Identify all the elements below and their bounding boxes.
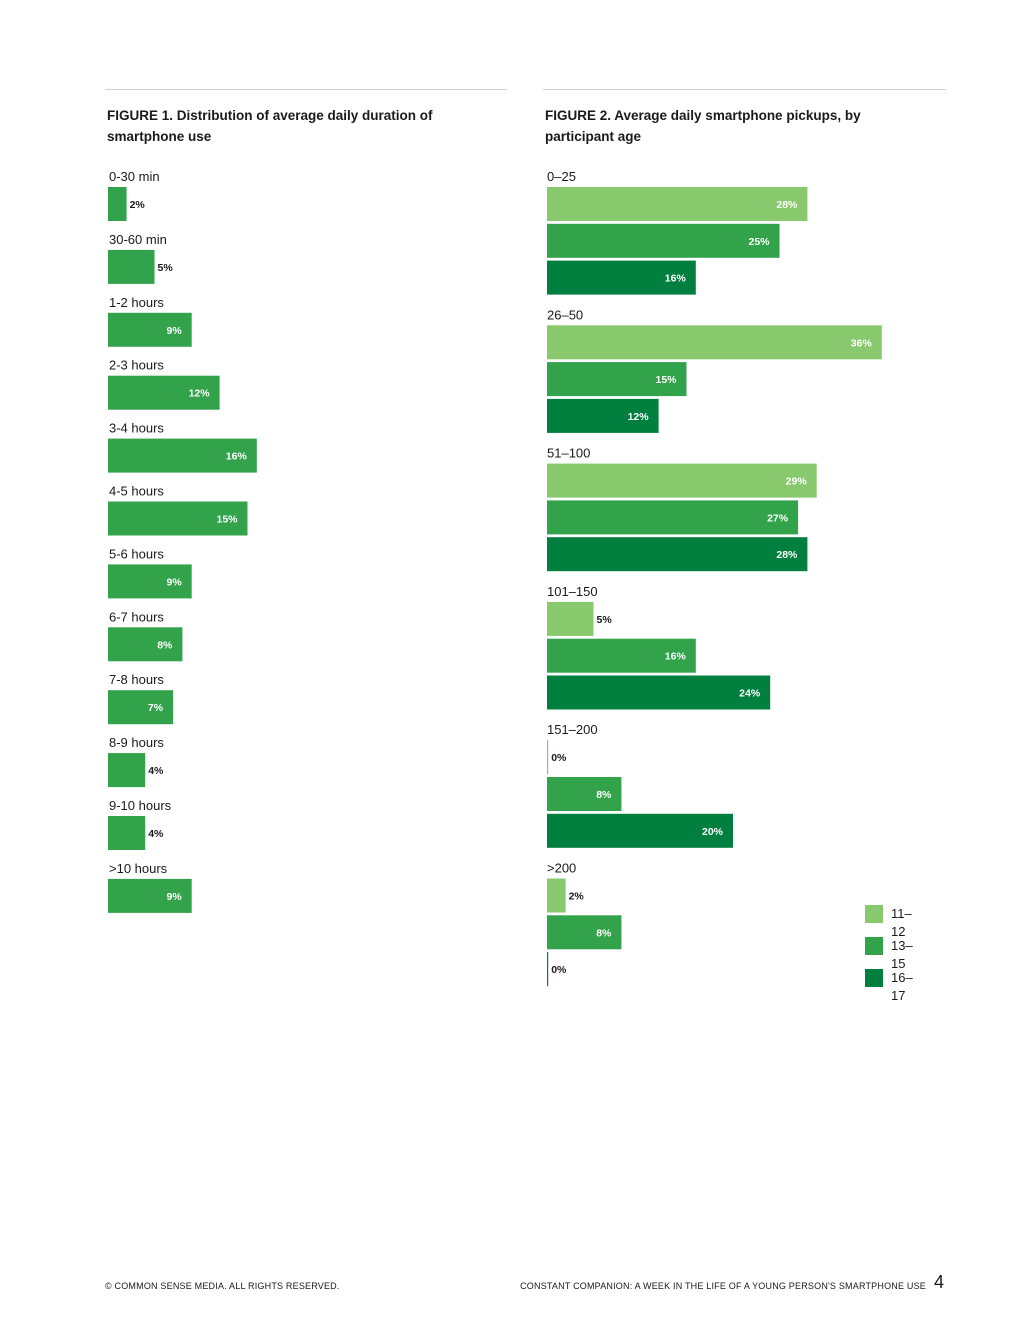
footer-report-title: CONSTANT COMPANION: A WEEK IN THE LIFE O… [520, 1281, 926, 1291]
pickups-26-50-age-13-15-value-label: 15% [655, 374, 677, 386]
pickups-101-150-age-11-12-bar [547, 601, 594, 636]
pickups-0-25-age-16-17-value-label: 16% [665, 273, 687, 285]
pickups-51-100-age-13-15-bar [547, 500, 799, 535]
duration-category-label-4-5-hours: 4-5 hours [109, 484, 164, 499]
pickups-category-label-101-150: 101–150 [547, 584, 598, 599]
pickups-101-150-age-16-17-bar [547, 675, 771, 710]
duration-7-8-hours-bar [108, 690, 174, 725]
pickups-51-100-age-16-17-bar [547, 537, 808, 572]
pickups-26-50-age-13-15-bar [547, 362, 687, 397]
pickups-category-label-200: >200 [547, 861, 576, 876]
pickups-200-age-16-17-value-label: 0% [551, 964, 567, 976]
pickups-200-age-13-15-value-label: 8% [596, 927, 612, 939]
pickups-151-200-age-16-17-bar [547, 813, 733, 848]
legend-swatch-age-13-15 [865, 937, 883, 955]
duration-6-7-hours-bar [108, 627, 183, 662]
figure1-title: FIGURE 1. Distribution of average daily … [107, 105, 502, 147]
figure1-top-rule [105, 89, 507, 90]
duration-category-label-9-10-hours: 9-10 hours [109, 798, 172, 813]
pickups-200-age-13-15-bar [547, 915, 622, 950]
duration-category-label-5-6-hours: 5-6 hours [109, 546, 164, 561]
pickups-200-age-11-12-bar [547, 878, 566, 913]
figure2-title: FIGURE 2. Average daily smartphone picku… [545, 105, 940, 147]
pickups-200-age-11-12-value-label: 2% [569, 891, 585, 903]
pickups-0-25-age-13-15-value-label: 25% [748, 236, 770, 248]
duration-8-9-hours-value-label: 4% [148, 765, 164, 777]
figure2-title-line2: participant age [545, 129, 642, 144]
pickups-bar-chart: 0–25 28% 25% 16% 26–50 36% 15% 12% 51–100 29% 27% 2… [547, 169, 882, 987]
duration-5-6-hours-bar [108, 564, 192, 599]
figure2-top-rule [543, 89, 946, 90]
duration-30-60-min-value-label: 5% [158, 262, 174, 274]
duration-category-label-6-7-hours: 6-7 hours [109, 609, 164, 624]
duration-category-label-2-3-hours: 2-3 hours [109, 358, 164, 373]
figure1-title-line1: FIGURE 1. Distribution of average daily … [107, 108, 433, 123]
pickups-51-100-age-11-12-bar [547, 463, 817, 498]
duration-10-hours-bar [108, 878, 192, 913]
pickups-200-age-16-17-bar [547, 952, 549, 987]
pickups-51-100-age-11-12-value-label: 29% [786, 476, 808, 488]
duration-3-4-hours-bar [108, 438, 257, 473]
duration-5-6-hours-value-label: 9% [167, 576, 183, 588]
pickups-101-150-age-16-17-value-label: 24% [739, 688, 761, 700]
pickups-0-25-age-11-12-value-label: 28% [776, 199, 798, 211]
duration-10-hours-value-label: 9% [167, 891, 183, 903]
pickups-category-label-26-50: 26–50 [547, 307, 583, 322]
duration-4-5-hours-value-label: 15% [216, 514, 238, 526]
pickups-category-label-51-100: 51–100 [547, 446, 590, 461]
legend-swatch-age-16-17 [865, 969, 883, 987]
legend-label-age-11-12: 11–12 [891, 906, 912, 939]
legend-swatch-age-11-12 [865, 905, 883, 923]
pickups-26-50-age-11-12-value-label: 36% [851, 337, 873, 349]
duration-category-label-0-30-min: 0-30 min [109, 169, 160, 184]
pickups-51-100-age-13-15-value-label: 27% [767, 512, 789, 524]
figure1-title-line2: smartphone use [107, 129, 212, 144]
duration-4-5-hours-bar [108, 501, 248, 536]
figure2-title-line1: FIGURE 2. Average daily smartphone picku… [545, 108, 861, 123]
pickups-26-50-age-16-17-value-label: 12% [628, 411, 650, 423]
pickups-151-200-age-11-12-value-label: 0% [551, 752, 567, 764]
pickups-101-150-age-13-15-bar [547, 638, 696, 673]
duration-7-8-hours-value-label: 7% [148, 702, 164, 714]
duration-2-3-hours-bar [108, 375, 220, 410]
pickups-151-200-age-13-15-bar [547, 777, 622, 811]
duration-9-10-hours-bar [108, 816, 146, 850]
duration-bar-chart: 0-30 min 2% 30-60 min 5% 1-2 hours 9% 2-3 hour… [108, 169, 257, 913]
pickups-151-200-age-16-17-value-label: 20% [702, 826, 724, 838]
duration-category-label-8-9-hours: 8-9 hours [109, 735, 164, 750]
legend-label-age-13-15: 13–15 [891, 938, 913, 971]
duration-2-3-hours-value-label: 12% [189, 388, 211, 400]
footer-copyright: © COMMON SENSE MEDIA. ALL RIGHTS RESERVE… [105, 1281, 340, 1291]
duration-1-2-hours-value-label: 9% [167, 325, 183, 337]
page-number: 4 [934, 1272, 945, 1292]
duration-1-2-hours-bar [108, 312, 192, 347]
pickups-0-25-age-16-17-bar [547, 260, 696, 295]
pickups-151-200-age-11-12-bar [547, 740, 549, 775]
pickups-26-50-age-11-12-bar [547, 325, 882, 360]
duration-3-4-hours-value-label: 16% [226, 451, 248, 463]
duration-8-9-hours-bar [108, 753, 146, 788]
duration-category-label-30-60-min: 30-60 min [109, 232, 167, 247]
pickups-151-200-age-13-15-value-label: 8% [596, 789, 612, 801]
duration-30-60-min-bar [108, 249, 155, 284]
duration-0-30-min-value-label: 2% [130, 199, 146, 211]
pickups-101-150-age-13-15-value-label: 16% [665, 651, 687, 663]
duration-0-30-min-bar [108, 187, 127, 221]
duration-category-label-10-hours: >10 hours [109, 861, 168, 876]
pickups-101-150-age-11-12-value-label: 5% [597, 614, 613, 626]
pickups-51-100-age-16-17-value-label: 28% [776, 549, 798, 561]
pickups-0-25-age-11-12-bar [547, 187, 808, 221]
duration-category-label-7-8-hours: 7-8 hours [109, 672, 164, 687]
duration-6-7-hours-value-label: 8% [157, 639, 173, 651]
pickups-category-label-151-200: 151–200 [547, 722, 598, 737]
pickups-0-25-age-13-15-bar [547, 223, 780, 258]
pickups-category-label-0-25: 0–25 [547, 169, 576, 184]
legend-label-age-16-17: 16–17 [891, 970, 913, 1003]
duration-category-label-3-4-hours: 3-4 hours [109, 421, 164, 436]
duration-9-10-hours-value-label: 4% [148, 828, 164, 840]
pickups-26-50-age-16-17-bar [547, 398, 659, 433]
duration-category-label-1-2-hours: 1-2 hours [109, 295, 164, 310]
